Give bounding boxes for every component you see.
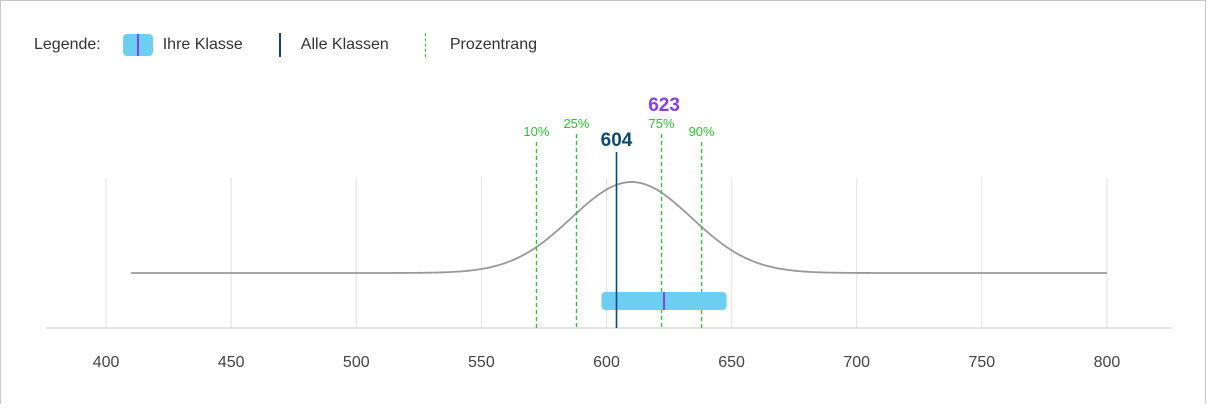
legend-item-percentile: Prozentrang	[421, 33, 537, 57]
x-tick-label: 450	[218, 354, 245, 371]
legend-item-your-class: Ihre Klasse	[122, 34, 243, 56]
all-classes-value-label: 604	[601, 130, 633, 151]
x-tick-label: 700	[843, 354, 870, 371]
legend-label-all-classes: Alle Klassen	[300, 36, 389, 53]
x-tick-label: 500	[343, 354, 370, 371]
legend-item-all-classes: Alle Klassen	[275, 33, 389, 57]
your-class-value-label: 623	[648, 95, 680, 116]
legend: Legende: Ihre Klasse Alle Klassen Prozen…	[34, 33, 569, 57]
percentile-label: 10%	[523, 124, 549, 139]
x-tick-label: 650	[718, 354, 745, 371]
distribution-curve	[131, 181, 1107, 274]
legend-title: Legende:	[34, 36, 101, 53]
x-tick-label: 600	[593, 354, 620, 371]
your-class-swatch-icon	[122, 34, 153, 56]
percentile-label: 25%	[563, 116, 589, 131]
percentile-label: 90%	[689, 124, 715, 139]
x-tick-label: 400	[93, 354, 120, 371]
x-tick-label: 800	[1094, 354, 1121, 371]
your-class-swatch-line	[136, 34, 139, 56]
legend-label-your-class: Ihre Klasse	[162, 36, 243, 53]
percentile-swatch-icon	[424, 33, 426, 57]
legend-label-percentile: Prozentrang	[449, 36, 537, 53]
percentile-label: 75%	[649, 116, 675, 131]
x-tick-label: 550	[468, 354, 495, 371]
all-classes-swatch-icon	[278, 33, 281, 57]
x-tick-label: 750	[968, 354, 995, 371]
chart-frame	[0, 0, 1206, 404]
